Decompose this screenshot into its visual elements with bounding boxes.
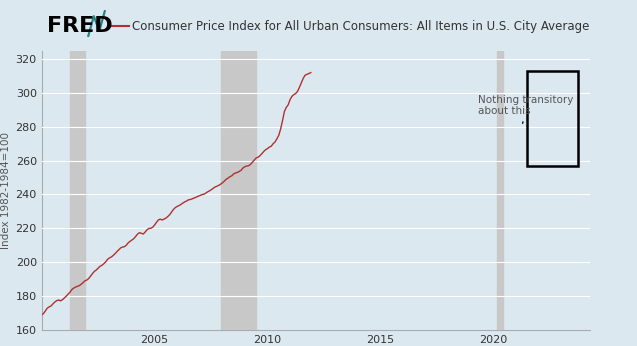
Text: FRED: FRED bbox=[47, 16, 113, 36]
Bar bbox=[70, 51, 85, 330]
Bar bbox=[497, 51, 503, 330]
Bar bbox=[527, 71, 578, 166]
Text: Consumer Price Index for All Urban Consumers: All Items in U.S. City Average: Consumer Price Index for All Urban Consu… bbox=[132, 19, 590, 33]
Bar bbox=[220, 51, 256, 330]
Text: Nothing transitory
about this: Nothing transitory about this bbox=[478, 94, 573, 124]
Y-axis label: Index 1982-1984=100: Index 1982-1984=100 bbox=[1, 132, 11, 249]
